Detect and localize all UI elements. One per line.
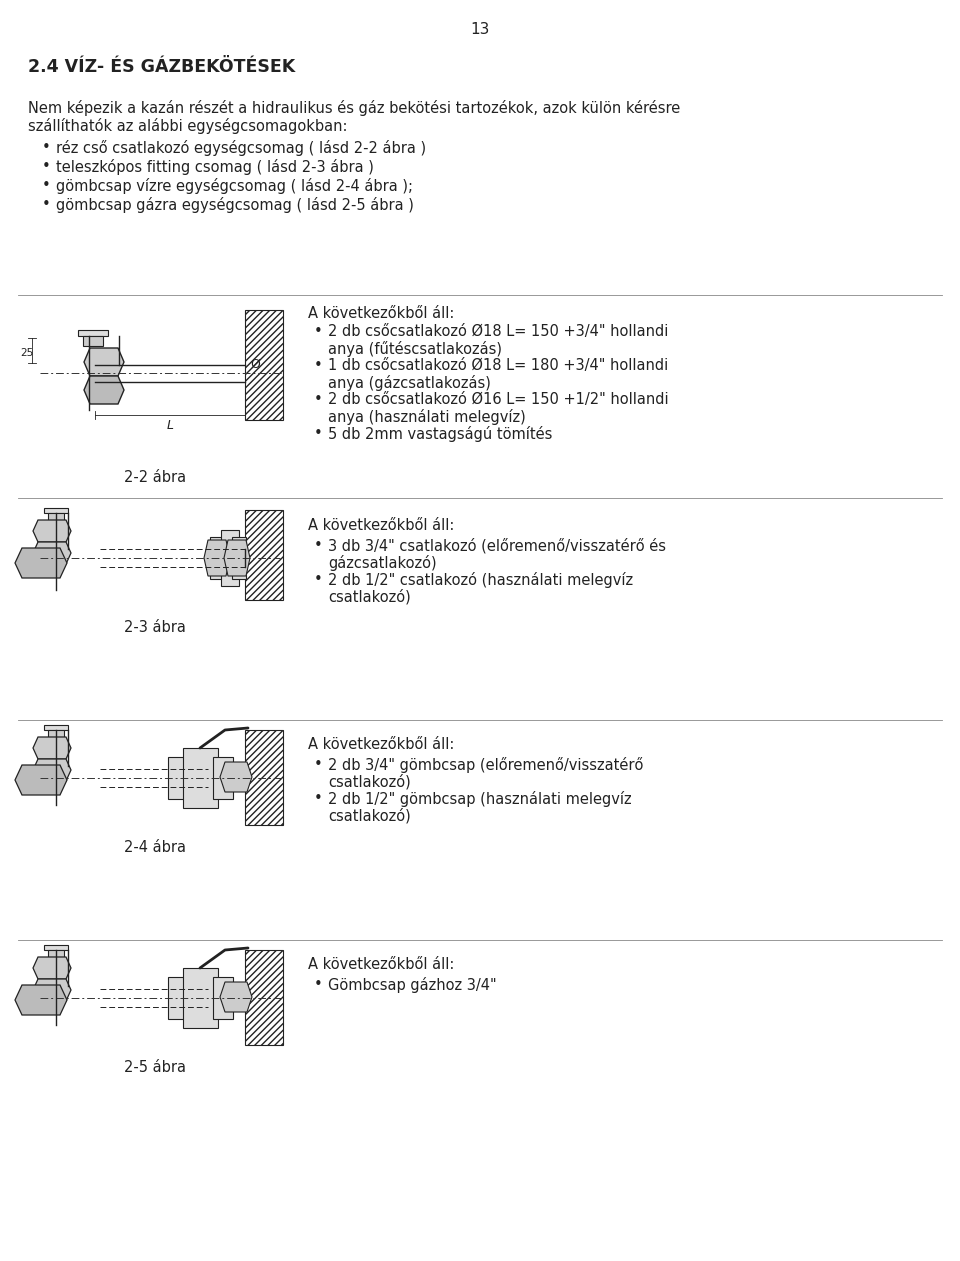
Text: 13: 13	[470, 21, 490, 37]
Polygon shape	[33, 520, 71, 542]
Polygon shape	[15, 985, 67, 1015]
Bar	[168, 757, 188, 799]
Text: anya (gázcsatlakozás): anya (gázcsatlakozás)	[328, 375, 491, 391]
Text: A következőkből áll:: A következőkből áll:	[308, 736, 454, 752]
Text: •: •	[314, 977, 323, 992]
Bar	[183, 748, 218, 808]
Text: •: •	[314, 358, 323, 373]
Polygon shape	[84, 348, 124, 376]
Text: 2 db csőcsatlakozó Ø18 L= 150 +3/4" hollandi: 2 db csőcsatlakozó Ø18 L= 150 +3/4" holl…	[328, 324, 668, 339]
Text: anya (fűtéscsatlakozás): anya (fűtéscsatlakozás)	[328, 340, 502, 357]
Bar	[213, 977, 233, 1019]
Bar	[245, 730, 283, 825]
Polygon shape	[15, 765, 67, 794]
Text: gömbcsap vízre egységcsomag ( lásd 2-4 ábra );: gömbcsap vízre egységcsomag ( lásd 2-4 á…	[56, 178, 413, 194]
Text: A következőkből áll:: A következőkből áll:	[308, 518, 454, 533]
Bar	[48, 513, 64, 520]
Text: Gömbcsap gázhoz 3/4": Gömbcsap gázhoz 3/4"	[328, 977, 496, 992]
Text: teleszkópos fitting csomag ( lásd 2-3 ábra ): teleszkópos fitting csomag ( lásd 2-3 áb…	[56, 159, 373, 175]
Polygon shape	[15, 549, 67, 578]
Bar	[44, 725, 68, 730]
Text: •: •	[42, 159, 51, 174]
Text: 2-3 ábra: 2-3 ábra	[124, 620, 186, 636]
Text: csatlakozó): csatlakozó)	[328, 774, 411, 789]
Text: 25: 25	[20, 348, 34, 358]
Bar	[44, 944, 68, 950]
Text: 2.4 VÍZ- ÉS GÁZBEKÖTÉSEK: 2.4 VÍZ- ÉS GÁZBEKÖTÉSEK	[28, 58, 296, 76]
Polygon shape	[220, 982, 252, 1013]
Text: •: •	[314, 757, 323, 772]
Polygon shape	[33, 957, 71, 979]
Text: 2-5 ábra: 2-5 ábra	[124, 1061, 186, 1074]
Polygon shape	[33, 736, 71, 759]
Text: •: •	[314, 538, 323, 554]
Text: réz cső csatlakozó egységcsomag ( lásd 2-2 ábra ): réz cső csatlakozó egységcsomag ( lásd 2…	[56, 140, 426, 156]
Bar	[83, 335, 103, 346]
Text: A következőkből áll:: A következőkből áll:	[308, 306, 454, 322]
Polygon shape	[220, 762, 252, 792]
Polygon shape	[33, 979, 71, 1001]
Bar	[168, 977, 188, 1019]
Bar	[48, 730, 64, 736]
Text: 2-2 ábra: 2-2 ábra	[124, 470, 186, 485]
Bar	[44, 508, 68, 513]
Text: •: •	[314, 392, 323, 407]
Text: gömbcsap gázra egységcsomag ( lásd 2-5 ábra ): gömbcsap gázra egységcsomag ( lásd 2-5 á…	[56, 197, 414, 213]
Bar	[78, 330, 108, 335]
Text: anya (használati melegvíz): anya (használati melegvíz)	[328, 409, 526, 425]
Bar	[232, 537, 246, 579]
Text: •: •	[314, 426, 323, 441]
Text: L: L	[166, 419, 174, 433]
Bar	[210, 537, 224, 579]
Text: 2-4 ábra: 2-4 ábra	[124, 840, 186, 855]
Text: szállíthatók az alábbi egységcsomagokban:: szállíthatók az alábbi egységcsomagokban…	[28, 119, 348, 134]
Text: 2 db 1/2" csatlakozó (használati melegvíz: 2 db 1/2" csatlakozó (használati melegví…	[328, 572, 634, 588]
Polygon shape	[33, 759, 71, 781]
Text: 1 db csőcsatlakozó Ø18 L= 180 +3/4" hollandi: 1 db csőcsatlakozó Ø18 L= 180 +3/4" holl…	[328, 358, 668, 373]
Bar	[245, 310, 283, 420]
Text: •: •	[42, 178, 51, 193]
Text: 5 db 2mm vastagságú tömítés: 5 db 2mm vastagságú tömítés	[328, 426, 552, 443]
Polygon shape	[33, 542, 71, 564]
Text: 3 db 3/4" csatlakozó (előremenő/visszatérő és: 3 db 3/4" csatlakozó (előremenő/visszaté…	[328, 538, 666, 554]
Text: •: •	[314, 791, 323, 806]
Bar	[245, 509, 283, 600]
Text: gázcsatlakozó): gázcsatlakozó)	[328, 555, 437, 571]
Text: 2 db csőcsatlakozó Ø16 L= 150 +1/2" hollandi: 2 db csőcsatlakozó Ø16 L= 150 +1/2" holl…	[328, 392, 668, 407]
Polygon shape	[84, 376, 124, 404]
Text: •: •	[42, 140, 51, 155]
Text: •: •	[314, 324, 323, 339]
Bar	[183, 968, 218, 1028]
Text: 2 db 1/2" gömbcsap (használati melegvíz: 2 db 1/2" gömbcsap (használati melegvíz	[328, 791, 632, 807]
Text: csatlakozó): csatlakozó)	[328, 589, 411, 604]
Text: •: •	[42, 197, 51, 212]
Text: Nem képezik a kazán részét a hidraulikus és gáz bekötési tartozékok, azok külön : Nem képezik a kazán részét a hidraulikus…	[28, 100, 681, 116]
Bar	[48, 950, 64, 957]
Polygon shape	[204, 540, 230, 576]
Bar	[213, 757, 233, 799]
Text: A következőkből áll:: A következőkből áll:	[308, 957, 454, 972]
Text: Ø: Ø	[250, 358, 260, 371]
Bar	[221, 530, 239, 586]
Bar	[245, 950, 283, 1045]
Polygon shape	[224, 540, 250, 576]
Text: 2 db 3/4" gömbcsap (előremenő/visszatérő: 2 db 3/4" gömbcsap (előremenő/visszatérő	[328, 757, 643, 773]
Text: csatlakozó): csatlakozó)	[328, 808, 411, 823]
Text: •: •	[314, 572, 323, 588]
